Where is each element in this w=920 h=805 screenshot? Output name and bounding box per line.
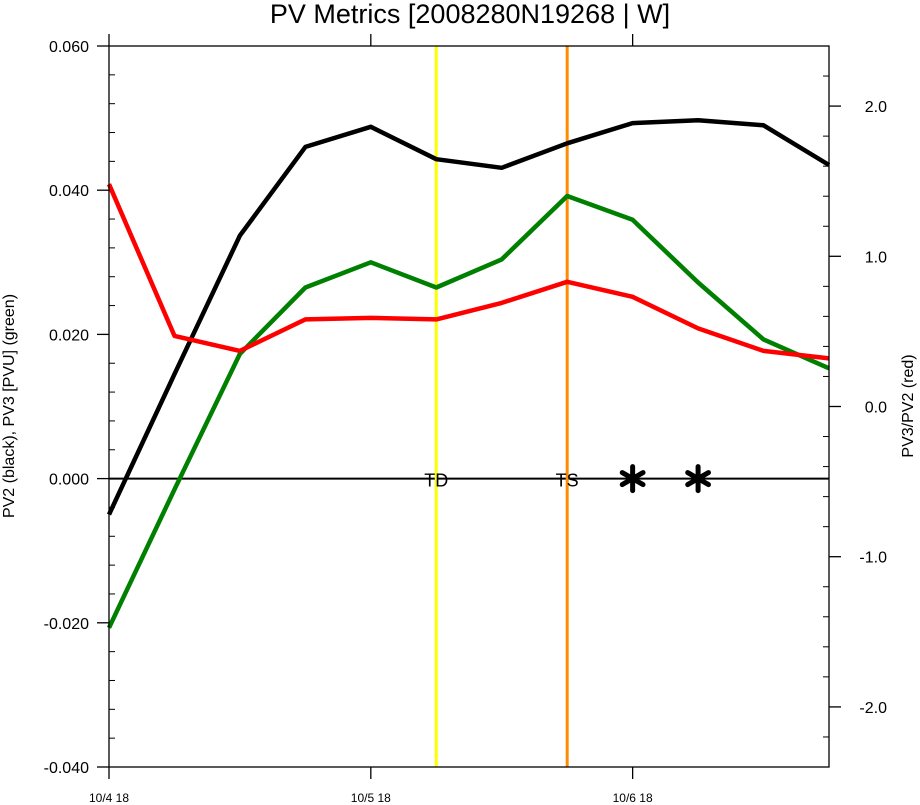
y2-tick-label: -1.0 xyxy=(859,550,887,567)
y2-tick-label: 2.0 xyxy=(865,99,887,116)
y2-tick-label: -2.0 xyxy=(859,700,887,717)
star-marker-2 xyxy=(685,464,711,494)
stage-marker-label-ts: TS xyxy=(556,471,579,491)
star-marker-stroke xyxy=(685,470,711,488)
y2-tick-label: 1.0 xyxy=(865,249,887,266)
star-marker-stroke xyxy=(619,470,646,488)
series-line-pv2 xyxy=(106,118,831,516)
y-tick-label: -0.020 xyxy=(44,616,89,633)
x-tick-label: 10/4 18 xyxy=(89,791,129,805)
y2-tick-label: 0.0 xyxy=(865,400,887,417)
series-line-pv3 xyxy=(106,193,830,629)
y-tick-label: 0.000 xyxy=(49,472,89,489)
y-tick-label: 0.060 xyxy=(49,39,89,56)
y2-axis-label: PV3/PV2 (red) xyxy=(900,354,917,457)
stage-marker-label-td: TD xyxy=(424,471,448,491)
x-tick-label: 10/6 18 xyxy=(613,791,653,805)
y-axis-label: PV2 (black), PV3 [PVU] (green) xyxy=(1,294,18,518)
series-line-pv3-pv2 xyxy=(106,183,830,361)
chart-title: PV Metrics [2008280N19268 | W] xyxy=(270,0,670,29)
star-marker-1 xyxy=(619,464,646,494)
y-tick-label: 0.040 xyxy=(49,183,89,200)
y-tick-label: -0.040 xyxy=(44,760,89,777)
x-tick-label: 10/5 18 xyxy=(351,791,391,805)
y-tick-label: 0.020 xyxy=(49,327,89,344)
